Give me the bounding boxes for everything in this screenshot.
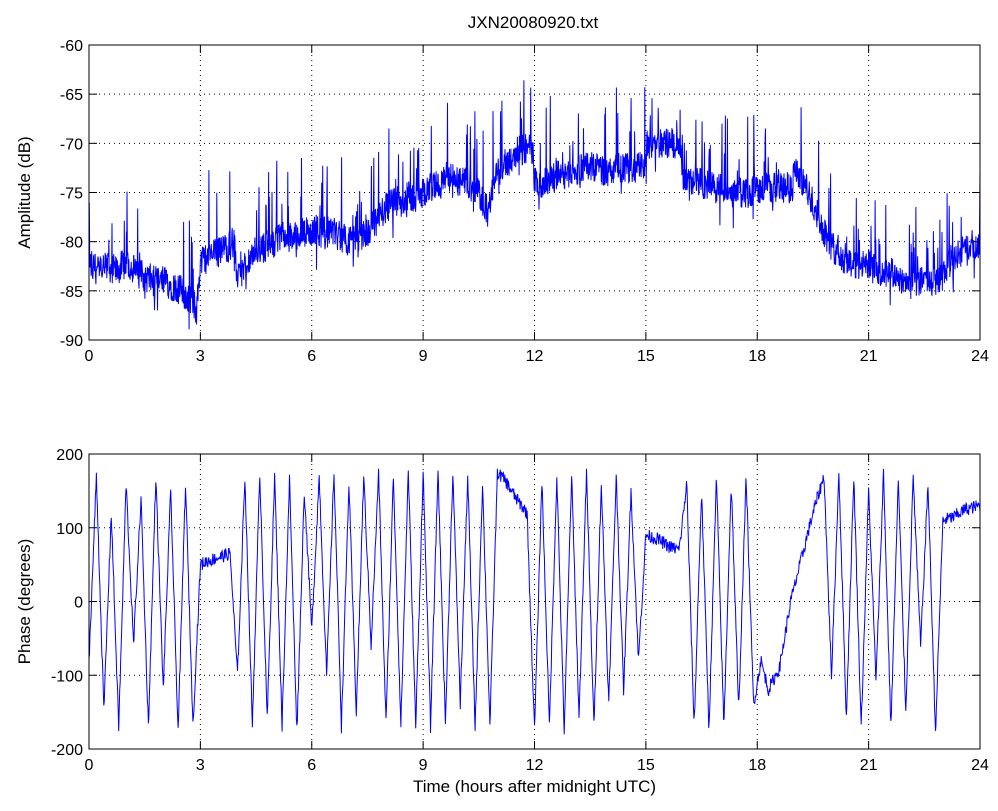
amplitude-series-line bbox=[88, 80, 981, 330]
phase-y-tick-label: 0 bbox=[74, 595, 83, 612]
phase-x-tick-label: 12 bbox=[526, 757, 544, 774]
phase-x-tick-label: 18 bbox=[748, 757, 766, 774]
phase-y-tick-label: -200 bbox=[51, 742, 83, 759]
amplitude-x-tick-label: 3 bbox=[196, 348, 205, 365]
phase-panel: 0 3 6 9 12 15 18 21 24 -200 -100 0 100 200 Phase (degr… bbox=[15, 447, 989, 796]
amplitude-x-tick-label: 21 bbox=[860, 348, 878, 365]
amplitude-y-tick-label: -85 bbox=[60, 284, 83, 301]
phase-x-tick-label: 9 bbox=[419, 757, 428, 774]
phase-y-axis-label: Phase (degrees) bbox=[15, 539, 34, 665]
phase-x-axis-label: Time (hours after midnight UTC) bbox=[413, 777, 656, 796]
amplitude-panel: 0 3 6 9 12 15 18 21 24 -90 -85 -80 -75 -70 -65 -60 Ampli… bbox=[15, 38, 989, 365]
phase-series-line bbox=[88, 468, 981, 735]
amplitude-y-tick-label: -80 bbox=[60, 235, 83, 252]
figure-title: JXN20080920.txt bbox=[468, 13, 599, 32]
amplitude-y-tick-label: -75 bbox=[60, 186, 83, 203]
phase-x-tick-label: 0 bbox=[85, 757, 94, 774]
phase-y-tick-label: -100 bbox=[51, 668, 83, 685]
phase-y-tick-label: 100 bbox=[56, 521, 83, 538]
phase-x-tick-label: 24 bbox=[971, 757, 989, 774]
amplitude-x-tick-label: 18 bbox=[748, 348, 766, 365]
amplitude-y-tick-label: -70 bbox=[60, 136, 83, 153]
amplitude-y-tick-label: -60 bbox=[60, 38, 83, 55]
phase-y-tick-label: 200 bbox=[56, 447, 83, 464]
phase-x-tick-label: 21 bbox=[860, 757, 878, 774]
amplitude-x-tick-label: 12 bbox=[526, 348, 544, 365]
amplitude-y-tick-label: -65 bbox=[60, 87, 83, 104]
phase-x-tick-label: 3 bbox=[196, 757, 205, 774]
amplitude-y-tick-label: -90 bbox=[60, 333, 83, 350]
phase-x-tick-label: 15 bbox=[637, 757, 655, 774]
amplitude-x-tick-label: 0 bbox=[85, 348, 94, 365]
amplitude-x-tick-label: 15 bbox=[637, 348, 655, 365]
amplitude-y-axis-label: Amplitude (dB) bbox=[15, 136, 34, 248]
amplitude-x-tick-label: 6 bbox=[307, 348, 316, 365]
amplitude-x-tick-label: 9 bbox=[419, 348, 428, 365]
amplitude-x-tick-label: 24 bbox=[971, 348, 989, 365]
phase-x-tick-label: 6 bbox=[307, 757, 316, 774]
